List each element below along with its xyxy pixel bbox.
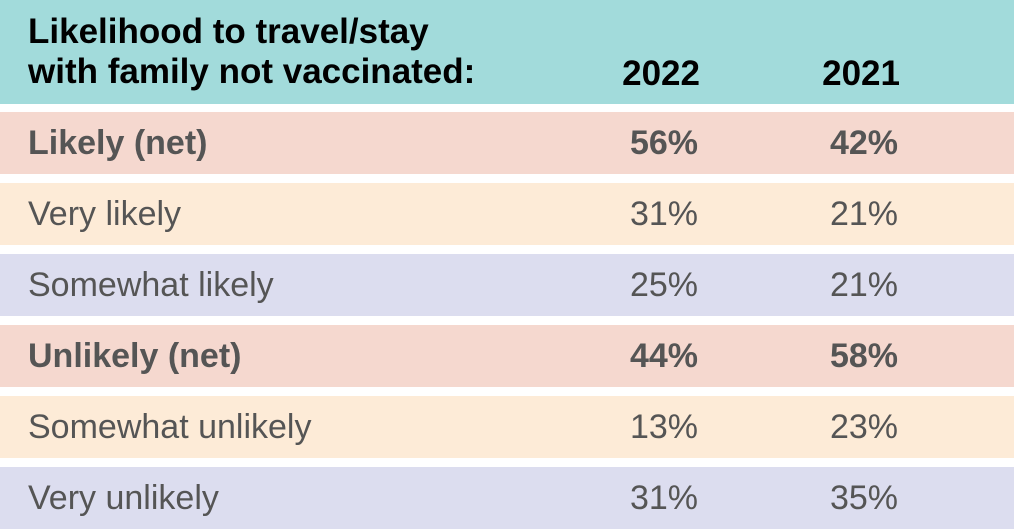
table-row: Likely (net) 56% 42% xyxy=(0,112,1014,174)
table-row: Very unlikely 31% 35% xyxy=(0,467,1014,529)
table-title-line-2: with family not vaccinated: xyxy=(28,52,476,91)
cell-2021: 21% xyxy=(829,266,898,304)
row-label: Likely (net) xyxy=(28,124,208,162)
table-title: Likelihood to travel/stay with family no… xyxy=(28,12,588,92)
cell-2021: 35% xyxy=(829,479,898,517)
table-title-line-1: Likelihood to travel/stay xyxy=(28,12,429,51)
cell-2022: 25% xyxy=(629,266,698,304)
row-label: Somewhat unlikely xyxy=(28,408,312,446)
cell-2022: 31% xyxy=(629,479,698,517)
table-header: Likelihood to travel/stay with family no… xyxy=(0,0,1014,104)
cell-2021: 42% xyxy=(829,124,898,162)
row-label: Somewhat likely xyxy=(28,266,274,304)
column-header-2022: 2022 xyxy=(622,54,700,93)
cell-2022: 31% xyxy=(629,195,698,233)
cell-2021: 58% xyxy=(829,337,898,375)
table-row: Somewhat likely 25% 21% xyxy=(0,254,1014,316)
row-label: Very unlikely xyxy=(28,479,219,517)
column-header-2021: 2021 xyxy=(822,54,900,93)
cell-2021: 21% xyxy=(829,195,898,233)
cell-2022: 13% xyxy=(629,408,698,446)
row-label: Unlikely (net) xyxy=(28,337,242,375)
cell-2022: 44% xyxy=(629,337,698,375)
cell-2022: 56% xyxy=(629,124,698,162)
row-label: Very likely xyxy=(28,195,182,233)
cell-2021: 23% xyxy=(829,408,898,446)
table-row: Very likely 31% 21% xyxy=(0,183,1014,245)
table-row: Somewhat unlikely 13% 23% xyxy=(0,396,1014,458)
table-row: Unlikely (net) 44% 58% xyxy=(0,325,1014,387)
